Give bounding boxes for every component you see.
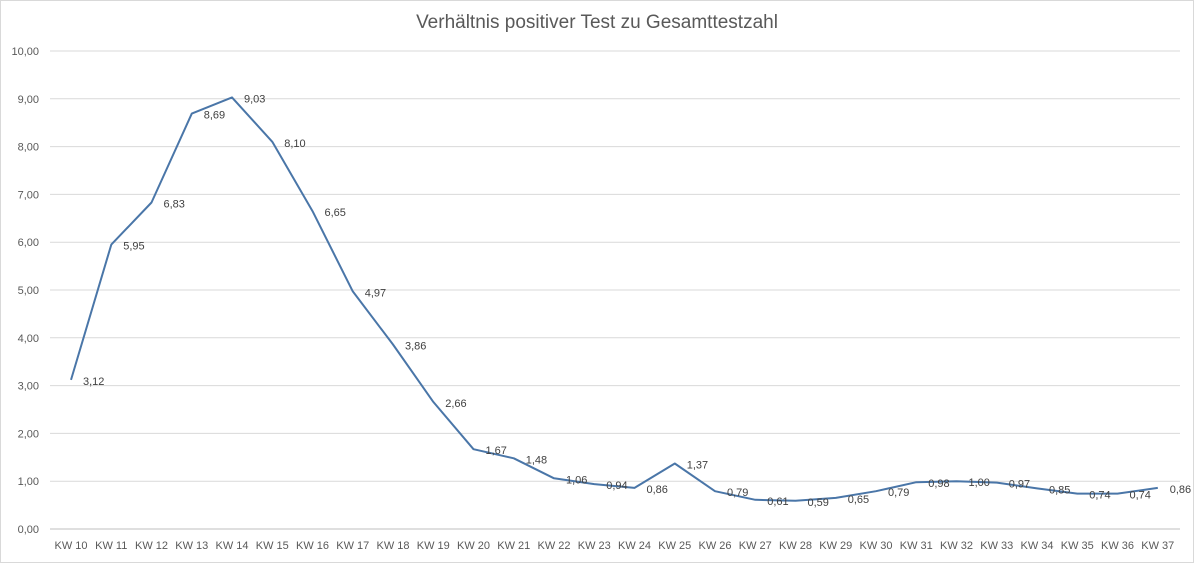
x-tick-label: KW 29 xyxy=(819,540,852,552)
x-tick-label: KW 37 xyxy=(1141,540,1174,552)
x-tick-label: KW 13 xyxy=(175,540,208,552)
data-label: 0,98 xyxy=(928,478,949,490)
data-label: 0,79 xyxy=(888,487,909,499)
data-label: 1,00 xyxy=(969,477,990,489)
x-tick-label: KW 21 xyxy=(497,540,530,552)
series-polyline xyxy=(70,96,1158,502)
y-axis-ticks: 0,00 1,00 2,00 3,00 4,00 5,00 6,00 7,00 8,00 9,00… xyxy=(11,46,39,536)
data-label: 0,74 xyxy=(1130,490,1151,502)
x-tick-label: KW 24 xyxy=(618,540,651,552)
x-tick-label: KW 17 xyxy=(336,540,369,552)
gridlines xyxy=(50,50,1180,530)
x-axis-ticks: KW 10 KW 11 KW 12 KW 13 KW 14 KW 15 KW 16 KW 17… xyxy=(54,540,1174,552)
x-tick-label: KW 18 xyxy=(376,540,409,552)
data-label: 1,37 xyxy=(687,460,708,472)
x-tick-label: KW 31 xyxy=(900,540,933,552)
y-tick-label: 1,00 xyxy=(18,476,39,488)
x-tick-label: KW 30 xyxy=(859,540,892,552)
y-tick-label: 0,00 xyxy=(18,524,39,536)
data-label: 0,61 xyxy=(767,496,788,508)
data-label: 0,97 xyxy=(1009,479,1030,491)
x-tick-label: KW 14 xyxy=(215,540,248,552)
x-tick-label: KW 28 xyxy=(779,540,812,552)
data-label: 6,65 xyxy=(325,207,346,219)
y-tick-label: 9,00 xyxy=(18,94,39,106)
y-tick-label: 2,00 xyxy=(18,428,39,440)
data-label: 0,59 xyxy=(808,497,829,509)
x-tick-label: KW 10 xyxy=(54,540,87,552)
data-label: 2,66 xyxy=(445,398,466,410)
data-label: 0,74 xyxy=(1089,490,1110,502)
x-tick-label: KW 26 xyxy=(698,540,731,552)
x-tick-label: KW 32 xyxy=(940,540,973,552)
x-tick-label: KW 12 xyxy=(135,540,168,552)
data-label: 0,94 xyxy=(606,480,627,492)
x-tick-label: KW 23 xyxy=(578,540,611,552)
data-label: 8,69 xyxy=(204,110,225,122)
data-label: 6,83 xyxy=(164,199,185,211)
x-tick-label: KW 34 xyxy=(1020,540,1053,552)
x-tick-label: KW 16 xyxy=(296,540,329,552)
y-tick-label: 6,00 xyxy=(18,237,39,249)
data-label: 8,10 xyxy=(284,138,305,150)
chart-title: Verhältnis positiver Test zu Gesamttestz… xyxy=(416,12,778,33)
y-tick-label: 5,00 xyxy=(18,285,39,297)
data-label: 3,12 xyxy=(83,376,104,388)
data-label: 5,95 xyxy=(123,241,144,253)
data-label: 0,86 xyxy=(647,484,668,496)
y-tick-label: 3,00 xyxy=(18,381,39,393)
x-tick-label: KW 15 xyxy=(256,540,289,552)
data-label: 9,03 xyxy=(244,93,265,105)
data-label: 4,97 xyxy=(365,287,386,299)
data-label: 1,48 xyxy=(526,454,547,466)
series-line xyxy=(70,96,1158,502)
data-label: 3,86 xyxy=(405,340,426,352)
x-tick-label: KW 11 xyxy=(95,540,127,552)
x-tick-label: KW 35 xyxy=(1061,540,1094,552)
y-tick-label: 8,00 xyxy=(18,142,39,154)
data-label: 1,06 xyxy=(566,474,587,486)
y-tick-label: 4,00 xyxy=(18,333,39,345)
data-label: 1,67 xyxy=(486,445,507,457)
x-tick-label: KW 27 xyxy=(739,540,772,552)
data-label: 0,85 xyxy=(1049,484,1070,496)
data-label: 0,86 xyxy=(1170,484,1191,496)
x-tick-label: KW 19 xyxy=(417,540,450,552)
y-tick-label: 7,00 xyxy=(18,189,39,201)
data-label: 0,79 xyxy=(727,487,748,499)
x-tick-label: KW 20 xyxy=(457,540,490,552)
y-tick-label: 10,00 xyxy=(11,46,39,58)
x-tick-label: KW 25 xyxy=(658,540,691,552)
x-tick-label: KW 36 xyxy=(1101,540,1134,552)
x-tick-label: KW 33 xyxy=(980,540,1013,552)
data-label: 0,65 xyxy=(848,494,869,506)
x-tick-label: KW 22 xyxy=(537,540,570,552)
data-labels: 3,12 5,95 6,83 8,69 9,03 8,10 6,65 4,97 3,86 2,66… xyxy=(83,93,1191,508)
